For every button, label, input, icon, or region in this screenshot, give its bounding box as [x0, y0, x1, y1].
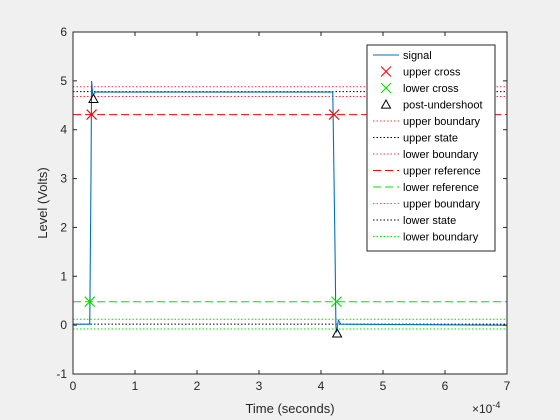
legend-swatch-1-stroke-b	[380, 66, 392, 77]
legend-label-3: post-undershoot	[403, 100, 483, 112]
signal-series	[73, 80, 508, 333]
legend-item-9: upper boundary	[373, 199, 481, 211]
legend-item-0: signal	[373, 50, 432, 62]
upper-cross-marker-1	[328, 109, 340, 120]
x-tick-label-4: 4	[318, 379, 325, 393]
x-axis-label: Time (seconds)	[245, 401, 334, 416]
x-tick-label-7: 7	[504, 379, 511, 393]
signal-line	[73, 80, 508, 333]
upper-cross-marker-0	[86, 109, 97, 120]
legend-label-4: upper boundary	[403, 116, 481, 128]
x-tick-label-0: 0	[70, 379, 77, 393]
marker-series	[84, 93, 343, 338]
post-undershoot-marker-1	[331, 327, 343, 338]
y-tick-label-2: 1	[60, 269, 67, 283]
legend-label-2: lower cross	[403, 83, 459, 95]
y-tick-label-4: 3	[60, 172, 67, 186]
legend-label-1: upper cross	[403, 67, 461, 79]
legend-item-3: post-undershoot	[380, 98, 483, 112]
x-exponent-base: ×10	[472, 402, 493, 416]
legend-item-8: lower reference	[373, 182, 479, 194]
legend: signal upper cross lower cross post-undersh…	[366, 44, 496, 252]
x-tick-label-6: 6	[442, 379, 449, 393]
legend-item-4: upper boundary	[373, 116, 481, 128]
legend-label-0: signal	[403, 50, 432, 62]
legend-item-2: lower cross	[380, 82, 459, 95]
legend-label-11: lower boundary	[403, 232, 479, 244]
legend-item-6: lower boundary	[373, 149, 479, 161]
x-tick-label-5: 5	[380, 379, 387, 393]
y-tick-label-7: 6	[60, 25, 67, 39]
x-tick-label-3: 3	[256, 379, 263, 393]
x-tick-label-1: 1	[132, 379, 139, 393]
legend-label-8: lower reference	[403, 182, 479, 194]
legend-item-7: upper reference	[373, 166, 481, 178]
x-exponent-label: ×10-4	[472, 400, 500, 416]
legend-swatch-2-stroke-b	[380, 82, 392, 94]
legend-label-7: upper reference	[403, 166, 481, 178]
upper-cross-marker-0-stroke-b	[86, 109, 97, 120]
lower-cross-marker-0-stroke-b	[84, 296, 96, 308]
y-tick-label-5: 4	[60, 123, 67, 137]
y-tick-label-3: 2	[60, 220, 67, 234]
legend-swatch-1	[380, 66, 392, 77]
lower-cross-marker-1	[331, 296, 342, 308]
lower-cross-marker-1-stroke-b	[331, 296, 342, 308]
legend-item-5: upper state	[373, 133, 458, 145]
y-tick-label-0: -1	[56, 367, 67, 381]
y-tick-label-1: 0	[60, 318, 67, 332]
legend-item-10: lower state	[373, 215, 456, 227]
upper-cross-marker-1-stroke-b	[328, 109, 340, 120]
legend-swatch-3	[380, 98, 392, 109]
legend-item-1: upper cross	[380, 66, 461, 79]
legend-label-6: lower boundary	[403, 149, 479, 161]
legend-label-5: upper state	[403, 133, 458, 145]
legend-item-11: lower boundary	[373, 232, 479, 244]
legend-label-10: lower state	[403, 215, 456, 227]
post-undershoot-marker-0	[88, 93, 99, 104]
y-axis-label: Level (Volts)	[35, 167, 50, 239]
legend-box	[366, 44, 496, 252]
x-exponent-power: -4	[492, 400, 500, 410]
legend-label-9: upper boundary	[403, 199, 481, 211]
lower-cross-marker-0	[84, 296, 96, 308]
x-tick-label-2: 2	[194, 379, 201, 393]
y-tick-label-6: 5	[60, 74, 67, 88]
legend-swatch-2	[380, 82, 392, 94]
axes-box	[72, 31, 508, 375]
